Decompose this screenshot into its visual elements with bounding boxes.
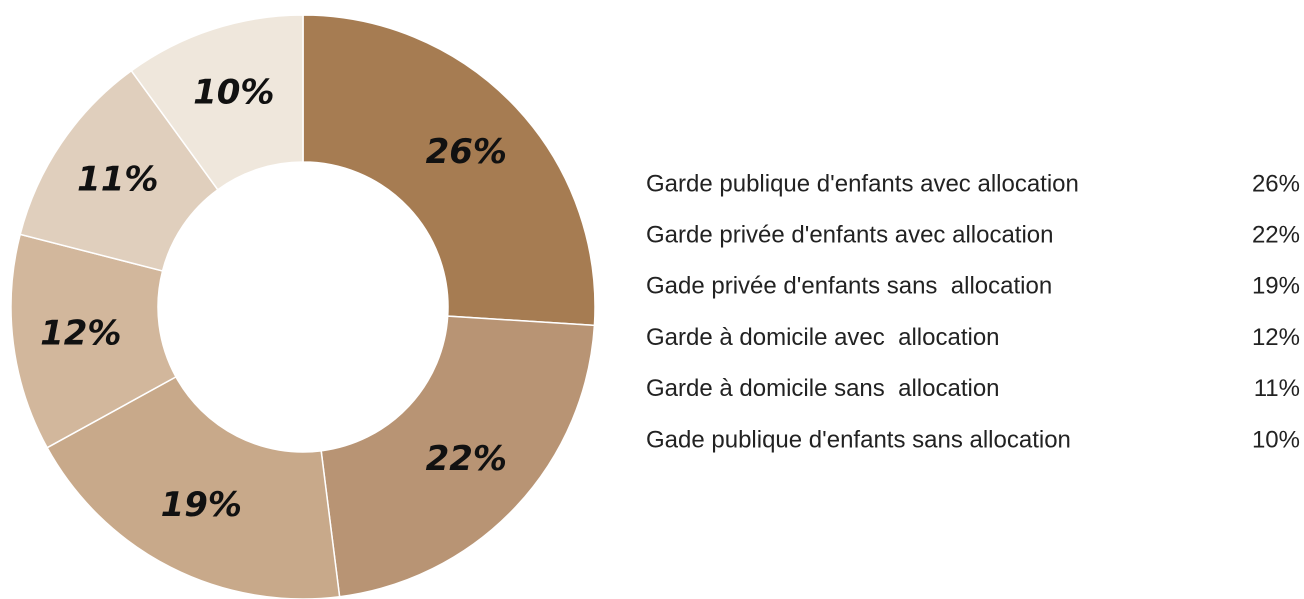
- slice-label: 12%: [40, 314, 121, 354]
- donut-slice: [302, 14, 596, 327]
- legend-value: 12%: [1252, 324, 1300, 351]
- donut-slice: [46, 375, 341, 599]
- legend-value: 10%: [1252, 426, 1300, 453]
- donut-slice: [130, 14, 304, 191]
- legend-value: 26%: [1252, 170, 1300, 197]
- legend-label: Gade privée d'enfants sans allocation: [646, 273, 1052, 300]
- slice-label: 22%: [426, 439, 507, 479]
- legend-label: Garde à domicile avec allocation: [646, 324, 1000, 351]
- slice-label: 19%: [161, 485, 242, 525]
- slice-label: 26%: [426, 132, 507, 172]
- slice-label: 11%: [77, 160, 158, 200]
- legend-value: 22%: [1252, 222, 1300, 249]
- donut-slice: [19, 69, 219, 272]
- legend-label: Garde à domicile sans allocation: [646, 375, 1000, 402]
- legend-value: 19%: [1252, 273, 1300, 300]
- legend-label: Garde publique d'enfants avec allocation: [646, 170, 1079, 197]
- legend-label: Garde privée d'enfants avec allocation: [646, 222, 1054, 249]
- legend-label: Gade publique d'enfants sans allocation: [646, 426, 1071, 453]
- legend-value: 11%: [1254, 375, 1300, 402]
- slice-label: 10%: [193, 72, 274, 112]
- donut-slice: [10, 233, 177, 449]
- donut-slice: [320, 315, 596, 598]
